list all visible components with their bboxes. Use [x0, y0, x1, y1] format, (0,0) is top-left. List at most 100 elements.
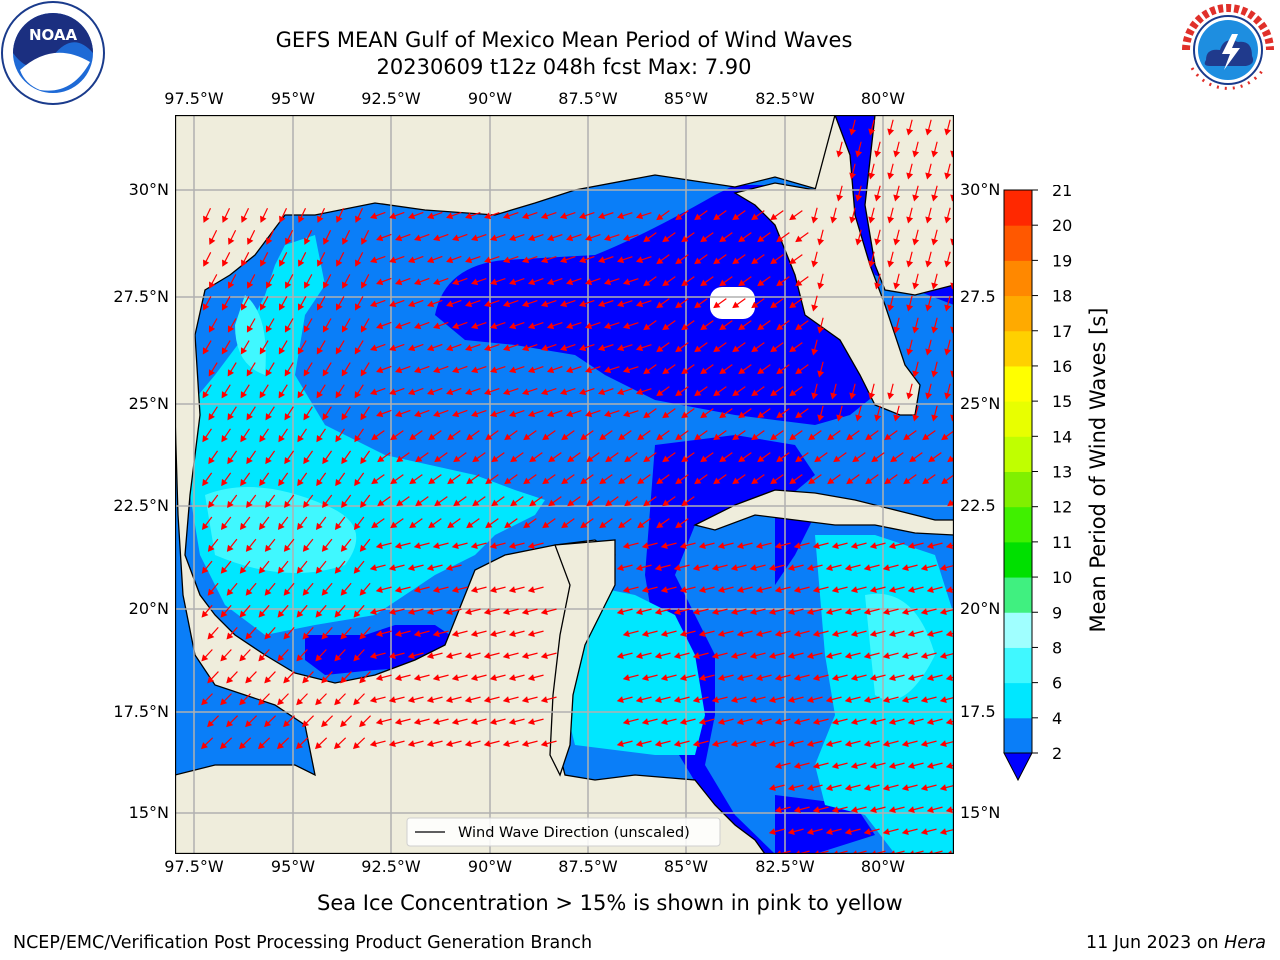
wave-arrow-head [605, 455, 613, 463]
wave-arrow-head [471, 278, 479, 286]
wave-arrow-head [470, 630, 478, 638]
wave-arrow-head [874, 194, 882, 202]
wave-arrow-head [795, 367, 803, 375]
wave-arrow-head [464, 696, 472, 704]
wave-arrow-head [776, 323, 784, 331]
wave-arrow-head [817, 326, 825, 334]
wave-arrow-head [795, 279, 803, 287]
wave-arrow-head [673, 740, 681, 748]
wave-arrow-head [202, 391, 209, 399]
wave-arrow-head [793, 542, 801, 550]
wave-arrow-head [844, 564, 852, 572]
wave-arrow-head [509, 410, 517, 418]
wave-arrow-head [776, 279, 784, 287]
wave-arrow-head [654, 608, 662, 616]
wave-arrow-head [738, 279, 746, 287]
wave-arrow-head [228, 281, 235, 289]
wave-arrow-head [241, 259, 248, 267]
wave-arrow-head [893, 282, 901, 290]
wave-arrow-head [283, 544, 291, 552]
wave-arrow-head [303, 325, 311, 333]
wave-arrow-head [882, 564, 890, 572]
wave-arrow-head [624, 499, 632, 507]
colorbar-tick-label: 19 [1052, 251, 1072, 270]
wave-arrow-head [770, 301, 778, 309]
wave-arrow-head [850, 674, 858, 682]
wave-arrow-head [768, 652, 776, 660]
wave-arrow-head [926, 542, 934, 550]
wave-arrow-head [939, 652, 947, 660]
wave-arrow-head [944, 216, 952, 224]
wave-arrow-head [893, 194, 901, 202]
wave-arrow-head [825, 828, 833, 836]
lon-tick-top: 90°W [467, 89, 513, 108]
wave-arrow-head [239, 610, 247, 618]
wave-arrow-head [884, 433, 892, 441]
wave-arrow-head [830, 216, 838, 224]
wave-arrow-head [580, 521, 588, 529]
wave-arrow-head [389, 256, 397, 264]
wave-arrow-head [395, 278, 403, 286]
wave-arrow-head [656, 521, 664, 529]
wave-arrow-head [641, 542, 649, 550]
wave-arrow-head [298, 259, 305, 267]
wave-arrow-head [415, 499, 423, 507]
wave-arrow-head [559, 344, 568, 352]
wave-arrow-head [849, 128, 857, 136]
wave-arrow-head [692, 696, 700, 704]
wave-arrow-head [732, 345, 740, 353]
wave-arrow-head [484, 256, 492, 264]
wave-arrow-head [616, 300, 625, 308]
wave-arrow-head [795, 235, 803, 243]
wave-arrow-head [352, 742, 360, 750]
wave-arrow-head [738, 235, 746, 243]
wave-arrow-head [471, 234, 479, 242]
wave-arrow-head [825, 784, 833, 792]
wave-arrow-head [265, 456, 272, 465]
lat-tick-right: 17.5 [960, 702, 996, 721]
wave-arrow-head [565, 410, 574, 418]
wave-arrow-head [719, 367, 727, 375]
wave-arrow-head [698, 630, 706, 638]
wave-arrow-head [811, 348, 819, 356]
wave-arrow-head [635, 652, 643, 660]
wave-arrow-head [470, 542, 478, 550]
wave-arrow-head [922, 433, 930, 441]
wave-arrow-head [622, 322, 631, 330]
wave-arrow-head [906, 348, 914, 356]
wave-arrow-head [599, 477, 607, 485]
wave-arrow-head [432, 718, 440, 726]
wave-arrow-head [259, 391, 266, 399]
wave-arrow-head [660, 718, 668, 726]
wave-arrow-head [700, 235, 708, 243]
wave-arrow-head [484, 300, 492, 308]
wave-arrow-head [413, 674, 421, 682]
wave-arrow-head [719, 411, 727, 419]
wave-arrow-head [295, 742, 303, 750]
colorbar-cell [1004, 295, 1032, 332]
wave-arrow-head [414, 410, 422, 418]
wave-arrow-head [888, 630, 896, 638]
wave-arrow-head [340, 632, 348, 640]
wave-arrow-head [681, 235, 689, 243]
wave-arrow-head [700, 323, 708, 331]
wave-arrow-head [868, 128, 876, 136]
lon-tick-bottom: 97.5°W [164, 857, 224, 876]
wave-arrow-head [408, 388, 416, 396]
wave-arrow-head [541, 344, 549, 352]
wave-arrow-head [471, 410, 479, 418]
wave-arrow-head [340, 676, 348, 684]
wave-arrow-head [296, 566, 304, 574]
wave-arrow-head [259, 347, 267, 355]
wave-arrow-head [547, 366, 555, 374]
wave-arrow-head [844, 696, 852, 704]
colorbar-cell [1004, 506, 1032, 543]
wave-arrow-head [901, 608, 909, 616]
wave-arrow-head [618, 477, 626, 485]
wave-arrow-head [806, 564, 814, 572]
wave-arrow-head [302, 720, 310, 728]
wave-arrow-head [451, 718, 459, 726]
wave-arrow-head [266, 281, 273, 289]
wave-arrow-head [445, 652, 453, 660]
wave-arrow-head [335, 347, 343, 355]
